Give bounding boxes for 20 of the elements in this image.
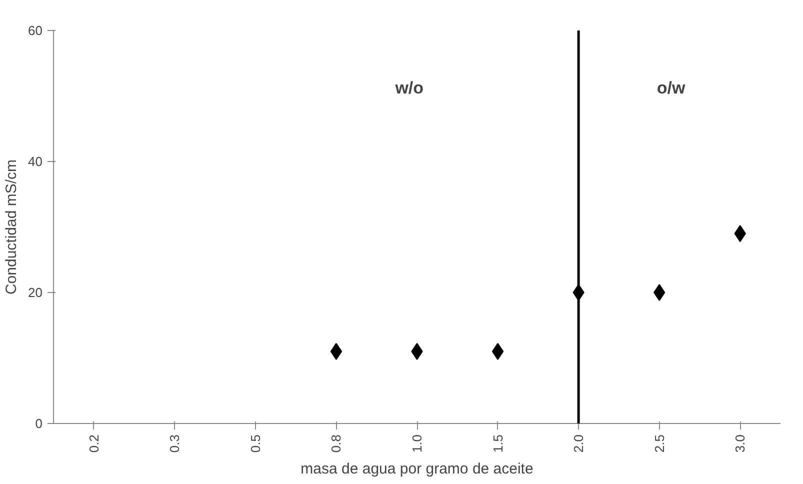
point xyxy=(330,342,342,360)
y-tick-label: 20 xyxy=(28,285,43,300)
y-tick-label: 0 xyxy=(35,416,43,431)
y-axis-title: Conductidad mS/cm xyxy=(3,159,20,295)
x-tick-label: 0.8 xyxy=(328,434,344,453)
y-tick-label: 60 xyxy=(28,23,43,38)
x-tick-label: 2.5 xyxy=(652,434,667,453)
x-tick-label: 0.3 xyxy=(167,434,182,453)
x-tick-label: 0.2 xyxy=(86,434,102,453)
y-tick-label: 40 xyxy=(28,154,43,169)
x-tick-label: 1.0 xyxy=(410,434,424,453)
point xyxy=(654,284,666,301)
x-axis-title: masa de agua por gramo de aceite xyxy=(300,460,534,478)
annotation: o/w xyxy=(656,78,686,98)
x-tick-label: 0.5 xyxy=(248,434,263,453)
point xyxy=(492,342,504,360)
x-tick-label: 1.5 xyxy=(490,434,506,453)
x-tick-label: 3.0 xyxy=(732,434,748,453)
annotation: w/o xyxy=(394,78,424,98)
x-tick-label: 2.0 xyxy=(571,434,586,453)
